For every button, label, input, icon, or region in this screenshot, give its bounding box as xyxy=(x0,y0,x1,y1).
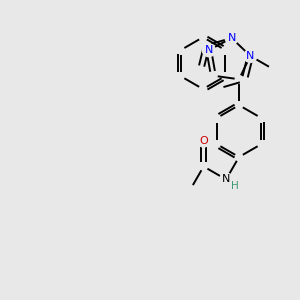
Circle shape xyxy=(244,50,257,62)
Text: N: N xyxy=(222,174,230,184)
Circle shape xyxy=(202,44,215,57)
Circle shape xyxy=(220,173,232,186)
Circle shape xyxy=(197,134,210,147)
Circle shape xyxy=(225,32,238,44)
Text: N: N xyxy=(227,33,236,43)
Text: O: O xyxy=(199,136,208,146)
Text: H: H xyxy=(231,181,239,191)
Text: N: N xyxy=(205,45,213,55)
Text: N: N xyxy=(246,51,254,61)
